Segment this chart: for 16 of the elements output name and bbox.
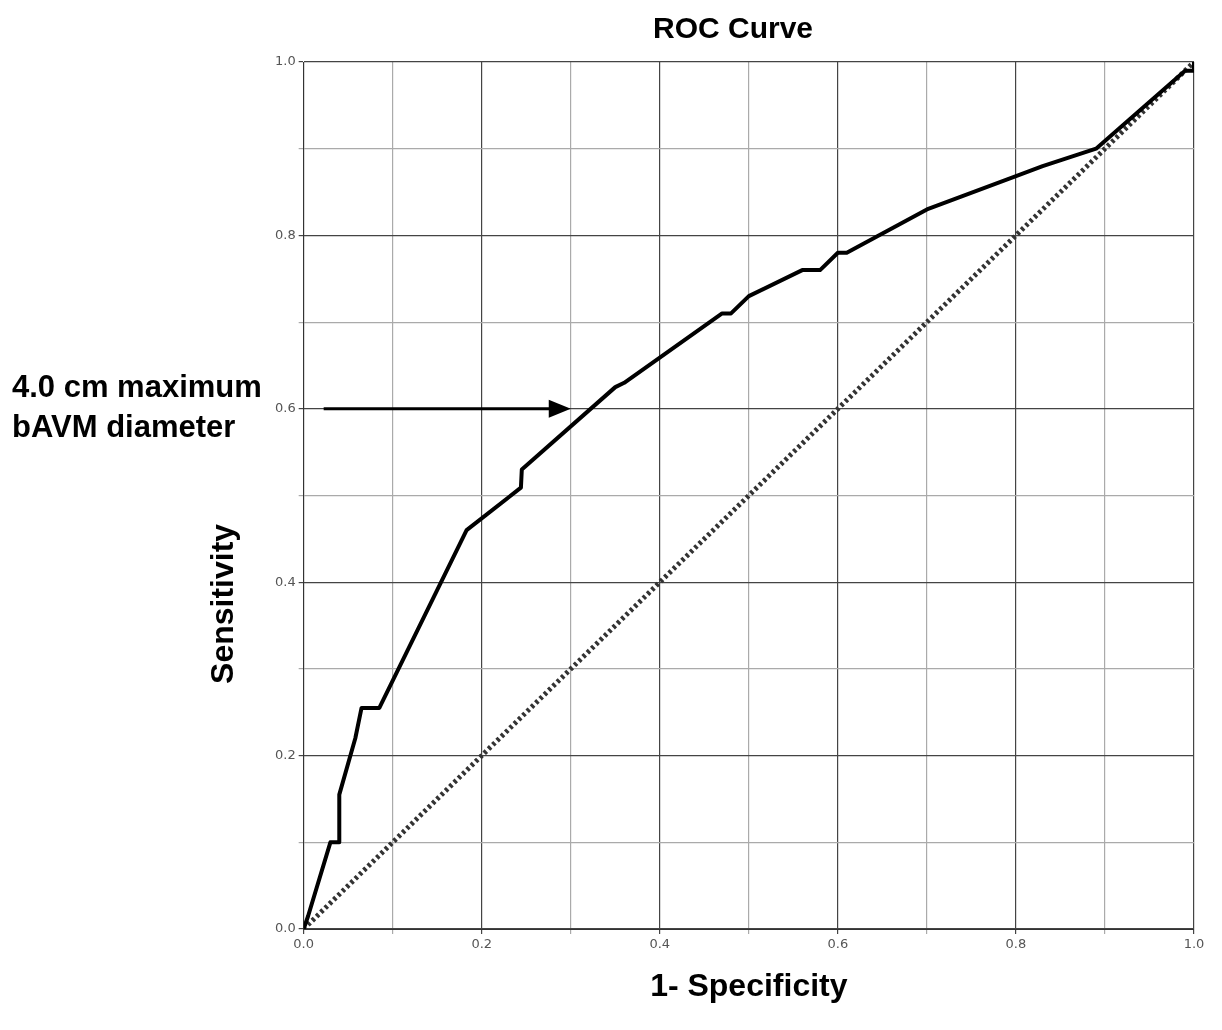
x-tick-label: 1.0 bbox=[1183, 936, 1205, 952]
y-tick-label: 0.0 bbox=[274, 920, 296, 936]
chart-title: ROC Curve bbox=[652, 11, 814, 45]
text: 4.0 cm maximum bAVM diameter bbox=[12, 369, 262, 445]
x-tick-label: 0.4 bbox=[649, 936, 671, 952]
y-axis-title: Sensitivity bbox=[203, 523, 240, 684]
x-tick-label: 0.8 bbox=[1005, 936, 1027, 952]
y-tick-label: 1.0 bbox=[274, 53, 296, 69]
x-tick-label: 0.2 bbox=[471, 936, 493, 952]
x-axis-title: 1- Specificity bbox=[650, 966, 848, 1003]
y-tick-label: 0.8 bbox=[274, 226, 296, 242]
x-tick-label: 0.0 bbox=[293, 936, 315, 952]
y-tick-label: 0.4 bbox=[274, 573, 296, 589]
x-tick-label: 0.6 bbox=[827, 936, 849, 952]
y-tick-label: 0.2 bbox=[274, 746, 296, 762]
y-tick-label: 0.6 bbox=[274, 400, 296, 416]
